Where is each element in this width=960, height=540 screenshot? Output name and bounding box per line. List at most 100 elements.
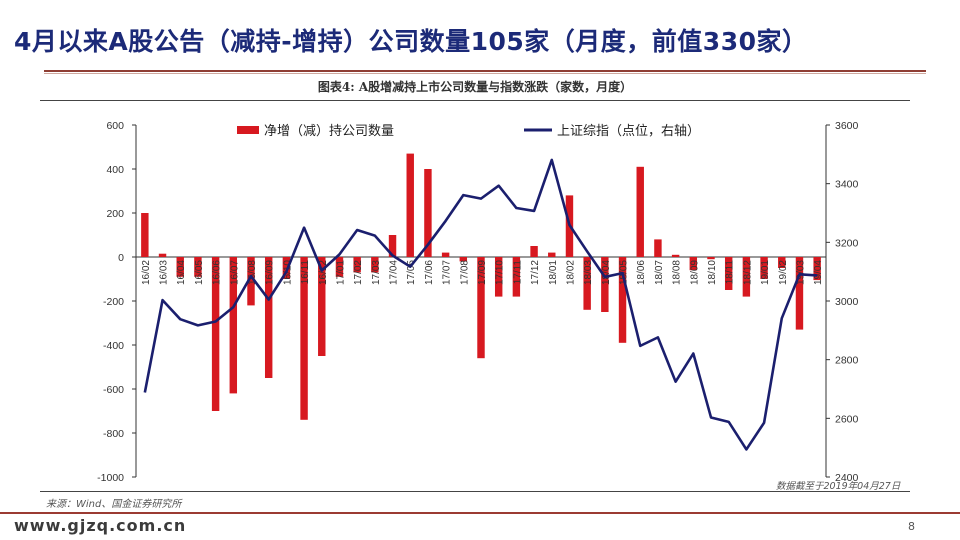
- x-label-17/01: 17/01: [335, 260, 346, 285]
- x-label-16/07: 16/07: [229, 260, 240, 285]
- left-tick-label: -600: [103, 384, 124, 396]
- bar-17/04: [388, 235, 397, 257]
- left-tick-label: 200: [106, 208, 124, 220]
- chart-caption: 图表4: A股增减持上市公司数量与指数涨跌（家数，月度）: [317, 80, 633, 94]
- footer-rule: [0, 512, 960, 514]
- right-tick-label: 2800: [835, 355, 859, 367]
- x-label-16/09: 16/09: [265, 260, 276, 285]
- x-label-18/04: 18/04: [601, 260, 612, 285]
- x-label-17/06: 17/06: [424, 260, 435, 285]
- line-series: [143, 158, 818, 451]
- title-rule: [44, 70, 926, 72]
- right-tick-label: 3000: [835, 296, 859, 308]
- x-label-16/02: 16/02: [141, 260, 152, 285]
- bar-17/11: [512, 257, 521, 297]
- x-label-16/10: 16/10: [282, 260, 293, 285]
- bar-17/10: [494, 257, 503, 297]
- bar-18/04: [601, 257, 609, 312]
- x-label-17/09: 17/09: [477, 260, 488, 285]
- left-tick-label: -400: [103, 340, 124, 352]
- bar-16/12: [318, 257, 326, 356]
- left-tick-label: -200: [103, 296, 124, 308]
- bar-18/05: [618, 257, 627, 343]
- legend-swatch-bar: [237, 126, 259, 134]
- x-label-18/06: 18/06: [636, 260, 647, 285]
- bar-18/07: [654, 239, 662, 257]
- bar-19/01: [760, 257, 768, 279]
- left-tick-label: 400: [106, 164, 124, 176]
- bar-19/03: [795, 257, 804, 330]
- x-label-16/03: 16/03: [159, 260, 170, 285]
- title-rule-thin: [44, 73, 926, 74]
- x-label-19/03: 19/03: [795, 260, 806, 285]
- x-label-18/07: 18/07: [654, 260, 665, 285]
- x-label-19/02: 19/02: [778, 260, 789, 285]
- x-label-17/04: 17/04: [389, 260, 400, 285]
- bar-18/12: [742, 257, 751, 297]
- bar-16/03: [158, 253, 167, 257]
- x-label-18/08: 18/08: [672, 260, 683, 285]
- bar-17/08: [459, 257, 468, 262]
- bar-17/09: [477, 257, 485, 359]
- right-tick-label: 2600: [835, 413, 859, 425]
- bar-16/05: [194, 257, 202, 277]
- x-label-17/08: 17/08: [459, 260, 470, 285]
- bar-19/04: [813, 257, 821, 281]
- page-title: 4月以来A股公告（减持-增持）公司数量105家（月度，前值330家）: [14, 27, 808, 56]
- bar-16/08: [247, 257, 255, 306]
- x-label-17/11: 17/11: [512, 260, 523, 285]
- bar-17/07: [441, 252, 450, 257]
- bar-18/08: [671, 254, 680, 257]
- legend-label-line: 上证综指（点位，右轴）: [557, 124, 700, 139]
- bar-17/03: [371, 257, 379, 273]
- bar-17/02: [353, 257, 361, 273]
- x-label-17/03: 17/03: [371, 260, 382, 285]
- x-label-16/12: 16/12: [318, 260, 329, 285]
- bar-16/07: [229, 257, 238, 394]
- bar-17/06: [424, 169, 432, 257]
- bar-16/10: [282, 257, 291, 279]
- x-label-18/12: 18/12: [742, 260, 753, 285]
- legend-label-bar: 净增（减）持公司数量: [264, 124, 394, 139]
- x-label-18/05: 18/05: [619, 260, 630, 285]
- x-label-18/10: 18/10: [707, 260, 718, 285]
- bar-18/09: [689, 257, 698, 271]
- bar-18/06: [636, 166, 644, 257]
- x-label-18/01: 18/01: [548, 260, 559, 285]
- site-watermark: www.gjzq.com.cn: [14, 516, 187, 535]
- bar-16/04: [176, 257, 184, 277]
- bar-17/05: [406, 153, 414, 257]
- left-tick-label: 0: [118, 252, 124, 264]
- x-label-18/09: 18/09: [689, 260, 700, 285]
- index-line: [143, 158, 818, 451]
- figure-top-rule: [40, 100, 910, 101]
- bar-16/11: [300, 257, 308, 420]
- x-label-16/08: 16/08: [247, 260, 258, 285]
- x-tick-labels: 16/02 16/03 16/04 16/05 16/06 16/07 16/08 16/09…: [141, 260, 824, 285]
- x-label-17/10: 17/10: [495, 260, 506, 285]
- x-label-18/02: 18/02: [565, 260, 576, 285]
- bar-16/06: [211, 257, 220, 411]
- x-label-16/11: 16/11: [300, 260, 311, 285]
- bar-18/10: [707, 257, 715, 260]
- data-cutoff-note: 数据截至于2019年04月27日: [776, 481, 901, 492]
- source-note: 来源：Wind、国金证券研究所: [46, 499, 182, 510]
- left-tick-label: 600: [106, 120, 124, 132]
- right-tick-label: 3400: [835, 179, 859, 191]
- x-label-17/07: 17/07: [442, 260, 453, 285]
- left-tick-label: -1000: [97, 472, 124, 484]
- right-tick-label: 3200: [835, 237, 859, 249]
- x-label-17/05: 17/05: [406, 260, 417, 285]
- bar-16/02: [141, 213, 149, 257]
- bar-17/12: [530, 246, 538, 257]
- bar-19/02: [778, 257, 786, 268]
- x-label-18/11: 18/11: [725, 260, 736, 285]
- right-tick-label: 3600: [835, 120, 859, 132]
- figure-bottom-rule: [40, 491, 910, 492]
- x-label-17/12: 17/12: [530, 260, 541, 285]
- bar-17/01: [335, 257, 344, 277]
- x-label-19/04: 19/04: [813, 260, 824, 285]
- left-tick-label: -800: [103, 428, 124, 440]
- right-tick-label: 2400: [835, 472, 859, 484]
